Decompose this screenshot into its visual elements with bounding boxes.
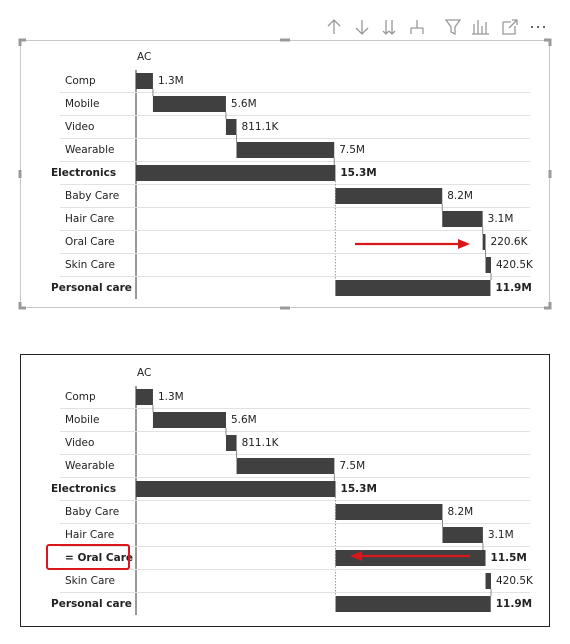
waterfall-chart: AC Comp 1.3M Mobile 5.6M Video 811.1K Wearable 7… <box>51 51 534 299</box>
visual-icon[interactable] <box>472 20 489 35</box>
value-label: 811.1K <box>242 437 280 449</box>
value-label: 1.3M <box>158 75 184 87</box>
row-label: Skin Care <box>65 259 115 271</box>
row-label: Video <box>65 121 94 133</box>
value-label: 7.5M <box>339 144 365 156</box>
row-label: Wearable <box>65 460 114 472</box>
bar <box>236 142 335 158</box>
value-label: 420.5K <box>496 259 534 271</box>
bar <box>335 188 443 204</box>
bar <box>335 504 443 520</box>
value-label: 5.6M <box>231 98 257 110</box>
value-label: 3.1M <box>488 529 514 541</box>
row-label: Mobile <box>65 414 99 426</box>
bar <box>136 389 153 405</box>
resize-handles[interactable] <box>18 38 552 310</box>
value-label: 220.6K <box>491 236 529 248</box>
annotation-arrow <box>355 239 470 249</box>
row-label: Baby Care <box>65 190 119 202</box>
column-header: AC <box>137 367 151 379</box>
drill-down-icon[interactable] <box>355 20 369 35</box>
value-label: 8.2M <box>447 190 473 202</box>
waterfall-chart: AC Comp 1.3M Mobile 5.6M Video 811.1K Wearable 7… <box>51 367 534 615</box>
row-label: Comp <box>65 391 96 403</box>
value-label: 5.6M <box>231 414 257 426</box>
row-label: Mobile <box>65 98 99 110</box>
row-label: Hair Care <box>65 213 114 225</box>
bar <box>442 527 483 543</box>
value-label: 11.5M <box>491 552 527 564</box>
value-label: 15.3M <box>340 167 376 179</box>
filter-icon[interactable] <box>444 19 462 36</box>
row-label: Electronics <box>51 483 116 495</box>
value-label: 1.3M <box>158 391 184 403</box>
bar <box>442 211 483 227</box>
column-header: AC <box>137 51 151 63</box>
row-label: = Oral Care <box>65 552 133 564</box>
arrow-head <box>350 551 362 561</box>
visual-frame <box>20 354 550 627</box>
bar <box>485 257 491 273</box>
expand-icon[interactable] <box>410 20 424 34</box>
value-label: 8.2M <box>447 506 473 518</box>
row-label: Skin Care <box>65 575 115 587</box>
highlight-box <box>46 544 130 570</box>
value-label: 3.1M <box>488 213 514 225</box>
bar <box>136 481 336 497</box>
focus-icon[interactable] <box>502 19 518 35</box>
row-label: Wearable <box>65 144 114 156</box>
bar <box>152 412 226 428</box>
row-label: Oral Care <box>65 236 115 248</box>
row-label: Personal care <box>51 282 132 294</box>
row-label: Comp <box>65 75 96 87</box>
next-level-icon[interactable] <box>382 20 396 35</box>
row-label: Baby Care <box>65 506 119 518</box>
bar <box>225 435 237 451</box>
annotation-arrow <box>350 551 470 561</box>
drill-up-icon[interactable] <box>327 19 341 34</box>
toolbar <box>327 19 545 36</box>
bar <box>136 73 153 89</box>
row-label: Personal care <box>51 598 132 610</box>
row-label: Electronics <box>51 167 116 179</box>
value-label: 11.9M <box>496 598 532 610</box>
bar <box>335 596 491 612</box>
bar <box>485 573 491 589</box>
bar <box>335 280 491 296</box>
bar <box>136 165 336 181</box>
value-label: 420.5K <box>496 575 534 587</box>
bar <box>152 96 226 112</box>
bar <box>225 119 237 135</box>
bar <box>335 550 486 566</box>
value-label: 811.1K <box>241 121 279 133</box>
value-label: 15.3M <box>341 483 377 495</box>
bar <box>482 234 486 250</box>
row-label: Video <box>65 437 94 449</box>
value-label: 11.9M <box>495 282 531 294</box>
row-label: Hair Care <box>65 529 114 541</box>
bar <box>236 458 335 474</box>
value-label: 7.5M <box>339 460 365 472</box>
